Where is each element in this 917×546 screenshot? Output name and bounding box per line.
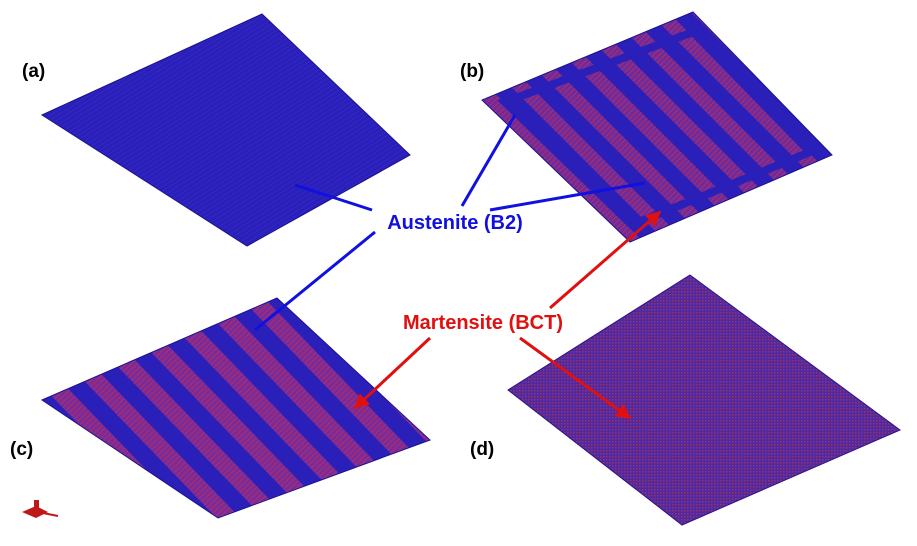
panel-label: (c) bbox=[10, 439, 33, 460]
slab-c bbox=[42, 298, 430, 518]
austenite-label: Austenite (B2) bbox=[387, 212, 523, 234]
panel-label: (a) bbox=[22, 61, 45, 82]
martensite-label: Martensite (BCT) bbox=[403, 312, 563, 334]
slab-d bbox=[508, 275, 900, 525]
axes-icon bbox=[22, 500, 58, 518]
panel-label: (b) bbox=[460, 61, 484, 82]
slab-a bbox=[42, 14, 410, 246]
page: (a) (b) (c) (d) Austenite (B2) Martensit… bbox=[0, 0, 917, 546]
figure: (a) (b) (c) (d) Austenite (B2) Martensit… bbox=[0, 0, 917, 546]
panel-label: (d) bbox=[470, 439, 494, 460]
